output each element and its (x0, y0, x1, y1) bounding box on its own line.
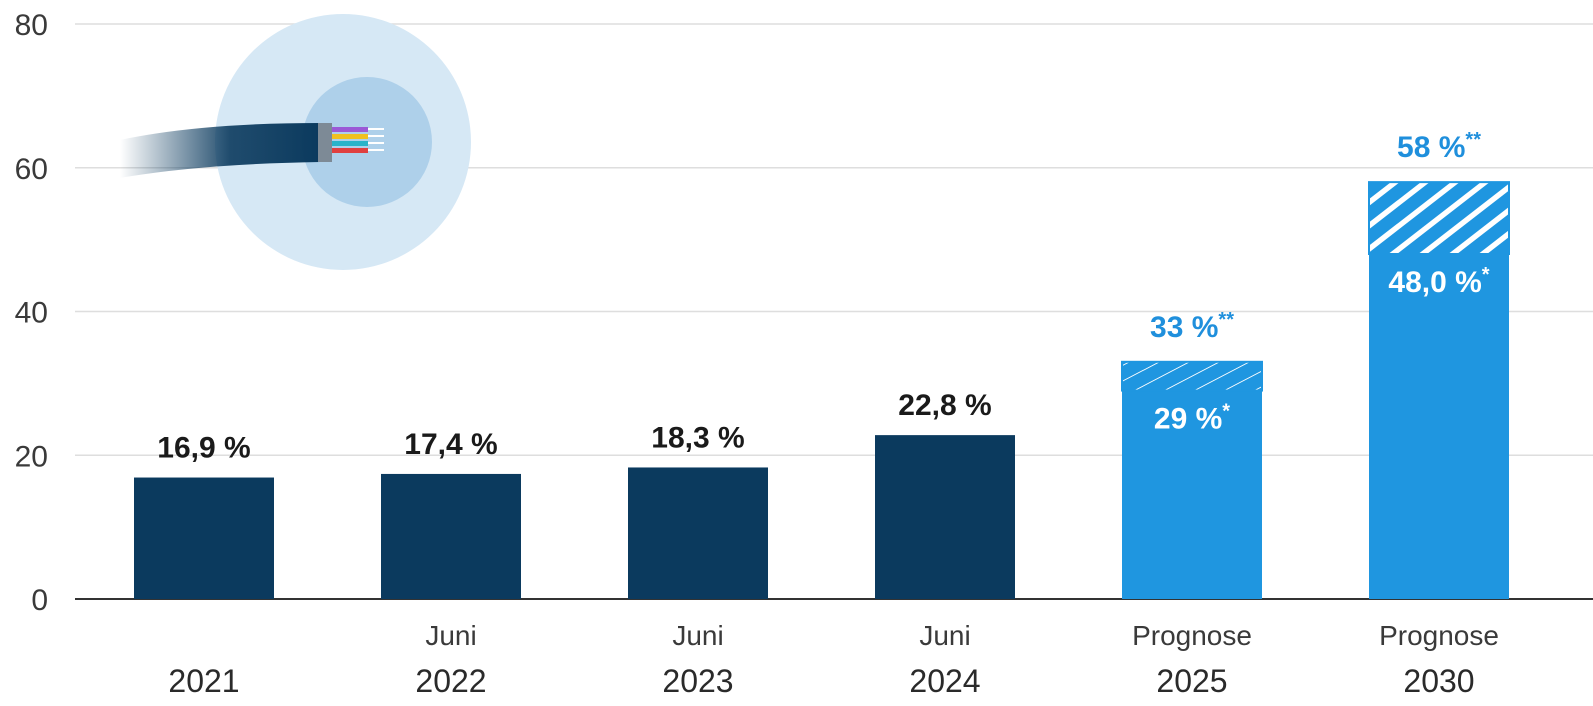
hatch-stripe (1129, 152, 1299, 284)
x-tick-label: 2030 (1403, 663, 1474, 699)
bar-2024 (875, 435, 1015, 599)
data-label: 18,3 % (651, 421, 744, 454)
x-tick-label: 2021 (168, 663, 239, 699)
fiber-red (332, 148, 368, 153)
label-footnote-mark: * (1482, 264, 1490, 286)
hatch-stripe (1189, 152, 1359, 284)
bar-2022 (381, 473, 521, 599)
x-tick-sublabel: Juni (672, 620, 723, 651)
data-label: 22,8 % (898, 389, 991, 422)
x-tick-label: 2022 (415, 663, 486, 699)
y-tick-label: 0 (31, 584, 48, 617)
data-label-upper: 33 %** (1150, 309, 1234, 344)
bar-2021 (134, 477, 274, 599)
hatch-stripe (1122, 361, 1189, 391)
hatch-stripe (1427, 190, 1509, 254)
x-tick-sublabel: Prognose (1132, 620, 1252, 651)
bar-range-outline (1121, 360, 1263, 392)
hatch-stripe (1135, 361, 1219, 391)
y-axis: 0 20 40 60 80 (15, 9, 1593, 617)
fiber-purple (332, 127, 368, 132)
hatch-stripe (1219, 152, 1389, 284)
hatch-stripe (1369, 182, 1481, 254)
x-tick-sublabel: Juni (919, 620, 970, 651)
bars (134, 152, 1593, 599)
label-text: 29 % (1154, 403, 1222, 436)
data-label: 29 %* (1154, 401, 1230, 436)
fiber-yellow (332, 134, 368, 139)
data-label-upper: 58 %** (1397, 129, 1481, 164)
y-tick-label: 40 (15, 297, 48, 330)
label-text: 33 % (1150, 311, 1218, 344)
label-text: 58 % (1397, 131, 1465, 164)
x-tick-label: 2024 (909, 663, 980, 699)
hatch-stripe (1397, 182, 1509, 254)
data-labels: 16,9 % 17,4 % 18,3 %22,8 % 29 %*33 %**48,0 … (157, 129, 1490, 464)
data-label: 16,9 % (157, 432, 250, 465)
cable-sleeve (318, 123, 332, 162)
x-tick-sublabel: Prognose (1379, 620, 1499, 651)
x-tick-label: 2025 (1156, 663, 1227, 699)
y-tick-label: 80 (15, 9, 48, 42)
hatch-stripe (972, 332, 1142, 421)
hatch-stripe (1165, 361, 1249, 391)
label-text: 16,9 % (157, 432, 250, 465)
cable-body (120, 123, 320, 178)
hatch-stripe (1549, 152, 1593, 284)
label-footnote-mark: ** (1465, 129, 1481, 151)
hatch-stripe (1579, 152, 1593, 284)
bar-2030 (1369, 254, 1509, 599)
y-tick-label: 60 (15, 153, 48, 186)
x-tick-label: 2023 (662, 663, 733, 699)
hatch-stripe (1519, 152, 1593, 284)
label-text: 48,0 % (1388, 266, 1481, 299)
bar-2023 (628, 467, 768, 599)
fiber-optic-cable-icon (120, 14, 471, 270)
data-label: 17,4 % (404, 428, 497, 461)
label-text: 18,3 % (651, 421, 744, 454)
label-text: 17,4 % (404, 428, 497, 461)
x-axis: 2021 Juni 2022 Juni 2023 Juni 2024 Prognose 2025… (168, 620, 1499, 699)
bar-range-hatch-2025 (972, 332, 1593, 421)
bar-2025 (1122, 390, 1262, 599)
bar-range-hatch-2030 (1129, 152, 1593, 284)
hatch-stripe (1195, 361, 1262, 391)
data-label: 48,0 %* (1388, 264, 1489, 299)
label-text: 22,8 % (898, 389, 991, 422)
label-footnote-mark: * (1222, 401, 1230, 423)
label-footnote-mark: ** (1218, 309, 1234, 331)
hatch-stripe (1512, 332, 1593, 421)
y-tick-label: 20 (15, 440, 48, 473)
x-tick-sublabel: Juni (425, 620, 476, 651)
bar-range-outline (1368, 181, 1510, 255)
fiber-teal (332, 141, 368, 146)
hatch-stripe (1369, 182, 1451, 246)
hatch-stripe (1159, 152, 1329, 284)
